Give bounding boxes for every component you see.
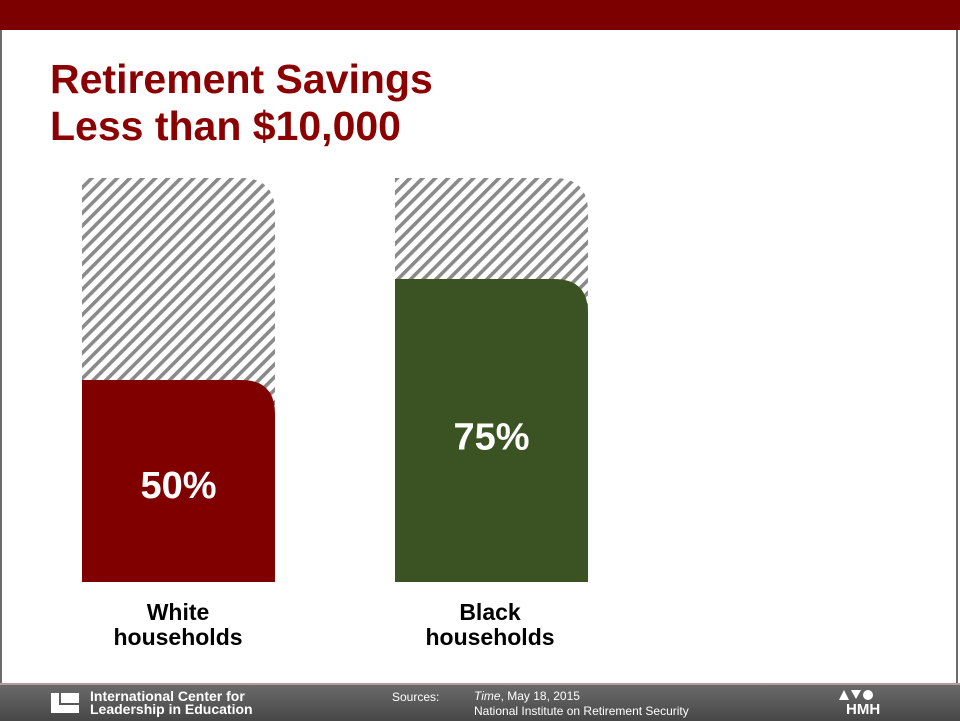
title-line-1: Retirement Savings [50, 56, 433, 102]
hmh-brand-text: HMH [846, 701, 881, 718]
slide-title: Retirement Savings Less than $10,000 [50, 56, 433, 150]
data-label-1: 75% [453, 417, 529, 459]
icle-logo-icon [51, 693, 79, 713]
source-1: Time, May 18, 2015 [474, 689, 580, 703]
top-accent-bar [0, 0, 960, 30]
org-line-1: International Center for [90, 688, 245, 704]
data-label-0: 50% [140, 465, 216, 507]
category-label-white: White households [113, 599, 243, 650]
org-line-2: Leadership in Education [90, 701, 253, 717]
category-label-black: Black households [425, 599, 555, 650]
organization-name: International Center for Leadership in E… [90, 688, 253, 717]
footer-bar: International Center for Leadership in E… [0, 683, 960, 721]
source-1-title: Time [474, 689, 501, 703]
hmh-logo-icon [839, 690, 873, 700]
title-line-2: Less than $10,000 [50, 103, 401, 149]
source-1-date: , May 18, 2015 [500, 689, 580, 703]
bar-1 [395, 279, 588, 582]
sources-label: Sources: [392, 690, 440, 704]
bar-chart: 50% 75% [82, 178, 588, 582]
bar-0 [82, 380, 275, 582]
source-2: National Institute on Retirement Securit… [474, 704, 689, 718]
